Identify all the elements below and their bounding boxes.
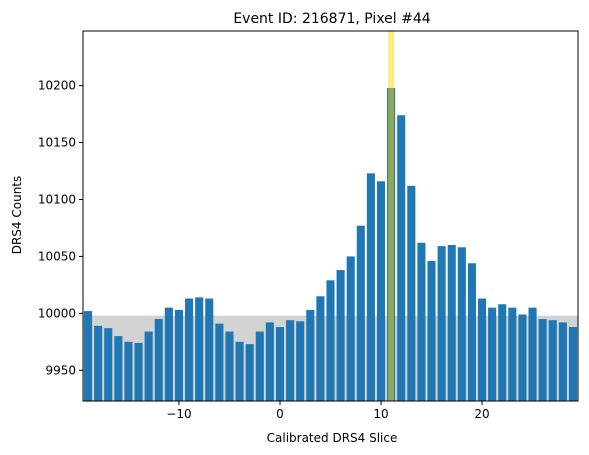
bar (528, 307, 537, 401)
chart-title: Event ID: 216871, Pixel #44 (233, 11, 430, 27)
bar (346, 256, 355, 401)
x-tick-label: 0 (276, 407, 284, 421)
bar (275, 327, 285, 401)
bar (437, 246, 446, 401)
bar (427, 260, 436, 401)
bar (356, 225, 365, 401)
bar (164, 307, 173, 401)
x-axis: −10 0 10 20 (166, 401, 490, 421)
y-tick-label: 10050 (38, 249, 76, 263)
bar (326, 280, 335, 401)
bar (286, 320, 295, 401)
bar (225, 331, 234, 401)
bar (104, 328, 113, 401)
bar (134, 342, 143, 401)
bar (154, 319, 163, 401)
bar (255, 331, 264, 401)
bar (114, 336, 123, 401)
bar (407, 185, 416, 401)
bar (336, 270, 345, 401)
bar (558, 322, 567, 401)
bar (205, 298, 214, 401)
bar (306, 309, 315, 401)
y-tick-label: 10100 (38, 192, 76, 206)
plot-area (82, 30, 579, 402)
y-tick-label: 9950 (45, 363, 76, 377)
bar (538, 319, 547, 401)
bar (144, 331, 153, 401)
bar (316, 296, 325, 401)
bar (195, 297, 204, 401)
bar (215, 323, 224, 401)
y-axis-label: DRS4 Counts (10, 176, 24, 255)
y-tick-label: 10000 (38, 306, 76, 320)
bar (265, 322, 274, 401)
highlight-marker (388, 31, 395, 401)
bar (417, 242, 426, 401)
bar (498, 304, 507, 401)
bar (245, 344, 254, 401)
bar (366, 173, 375, 401)
y-tick-label: 10150 (38, 136, 76, 150)
bar (174, 309, 184, 401)
bar (518, 314, 527, 401)
plot-frame (82, 30, 579, 402)
y-tick-label: 10200 (38, 79, 76, 93)
x-tick-label: −10 (166, 407, 191, 421)
bar (447, 245, 456, 401)
bar (467, 263, 476, 401)
bar (548, 320, 557, 401)
bar (457, 247, 466, 401)
bar (296, 321, 305, 401)
x-axis-label: Calibrated DRS4 Slice (267, 431, 398, 445)
bar (508, 307, 517, 401)
x-tick-label: 20 (474, 407, 489, 421)
bar (84, 311, 93, 401)
bar (568, 327, 577, 401)
bar (477, 298, 487, 401)
bar (124, 341, 133, 401)
x-tick-label: 10 (373, 407, 388, 421)
bar (376, 181, 386, 401)
y-axis: 9950 10000 10050 10100 10150 10200 (38, 79, 83, 377)
bar (94, 325, 103, 401)
bar (235, 341, 244, 401)
bar (397, 115, 406, 401)
bar (488, 307, 497, 401)
bar (185, 298, 194, 401)
